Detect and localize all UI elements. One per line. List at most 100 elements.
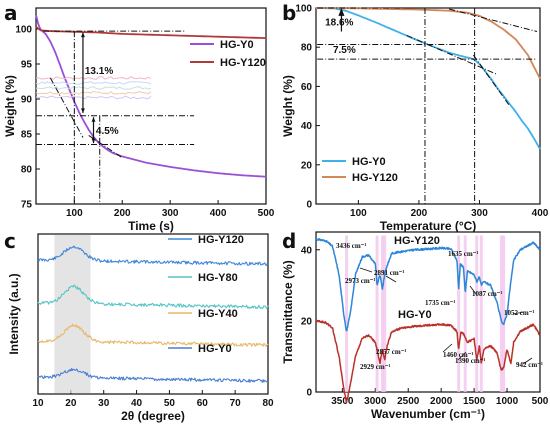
legend-hg-y120-label: HG-Y120 — [220, 57, 266, 69]
x-tick-label: 400 — [532, 208, 549, 219]
y-tick-label: 90 — [21, 95, 33, 106]
plot-frame — [37, 233, 269, 395]
y-tick-label: 100 — [15, 25, 32, 36]
x-tick-label: 60 — [197, 398, 209, 409]
x-tick-label: 200 — [114, 208, 131, 219]
series-line-hg-y40 — [37, 323, 269, 347]
y-tick-label: 0 — [306, 388, 312, 399]
peak-label: 3436 cm⁻¹ — [336, 242, 366, 250]
series-label-hg-y0: HG-Y0 — [198, 343, 232, 355]
arrow-down-head — [91, 138, 96, 144]
peak-label: 2857 cm⁻¹ — [376, 348, 406, 356]
series-line-hg-y120 — [315, 238, 541, 332]
background-trace — [35, 81, 152, 85]
chart-panel-d: 3500 3000 2500 2000 1500 1000 500 0 20 40 Wavenumb… — [281, 231, 549, 421]
plot-frame — [35, 7, 267, 205]
series-line-hg-y0 — [316, 7, 541, 150]
series-label-hg-y120: HG-Y120 — [394, 235, 440, 247]
arrow-up-head — [81, 32, 85, 38]
x-tick-label: 3000 — [364, 396, 387, 407]
x-tick-label: 100 — [350, 208, 367, 219]
peak-marker-band — [383, 235, 387, 392]
x-tick-label: 50 — [164, 398, 176, 409]
chart-panel-c: 10 20 30 40 50 60 70 80 2θ (degree) Intensity (a.… — [7, 233, 274, 423]
arrow-head — [338, 8, 345, 16]
panel-letter-d: d — [282, 229, 296, 253]
series-line-hg-y120 — [35, 26, 266, 39]
peak-label: 1735 cm⁻¹ — [425, 299, 455, 307]
x-tick-label: 1000 — [496, 396, 519, 407]
annotation-13-1: 13.1% — [85, 66, 113, 77]
peak-label: 1635 cm⁻¹ — [448, 250, 478, 258]
x-axis-title: Temperature (°C) — [380, 219, 477, 233]
y-tick-label: 60 — [301, 82, 313, 93]
peak-marker-band — [375, 235, 379, 392]
peak-marker-band — [345, 235, 349, 392]
annotation-7-5: 7.5% — [333, 45, 356, 56]
plot-frame — [315, 231, 541, 393]
x-axis-title: Wavenumber (cm⁻¹) — [371, 407, 485, 421]
chart-panel-a: 100 200 300 400 500 75 80 85 90 95 100 Time (s) Weig… — [3, 7, 275, 233]
annotation-4-5: 4.5% — [96, 126, 119, 137]
tangent-line — [49, 77, 84, 138]
arrow-down-head — [81, 108, 85, 113]
peak-marker-band — [457, 235, 461, 392]
peak-label: 1390 cm⁻¹ — [455, 357, 485, 365]
x-tick-label: 10 — [32, 398, 44, 409]
tangent-line — [449, 8, 538, 33]
background-trace — [35, 95, 152, 100]
x-tick-label: 2000 — [430, 396, 453, 407]
annotation-18-6: 18.6% — [325, 18, 353, 29]
y-tick-label: 20 — [301, 160, 313, 171]
peak-marker-band — [479, 235, 483, 392]
y-tick-label: 80 — [301, 43, 313, 54]
legend-hg-y0-label: HG-Y0 — [220, 39, 254, 51]
panel-letter-c: c — [4, 229, 16, 253]
x-tick-label: 30 — [98, 398, 110, 409]
peak-label: 2891 cm⁻¹ — [374, 269, 404, 277]
panel-letter-b: b — [282, 1, 296, 25]
chart-panel-b: 100 200 300 400 0 20 40 60 80 100 Temperature (°C)… — [281, 4, 549, 234]
tangent-line — [472, 54, 511, 107]
y-tick-label: 95 — [21, 60, 33, 71]
series-line-hg-y80 — [37, 284, 269, 309]
y-axis-title: Transmittance (%) — [281, 260, 295, 363]
series-label-hg-y80: HG-Y80 — [198, 272, 238, 284]
x-tick-label: 300 — [162, 208, 179, 219]
y-axis-title: Weight (%) — [3, 75, 17, 137]
panel-letter-a: a — [4, 1, 18, 25]
peak-label: 2973 cm⁻¹ — [345, 277, 375, 285]
y-axis-title: Weight (%) — [281, 75, 295, 137]
x-tick-label: 500 — [258, 208, 275, 219]
series-line-hg-y0 — [37, 367, 269, 383]
peak-marker-band — [475, 235, 479, 392]
peak-label: 1460 cm⁻¹ — [443, 351, 473, 359]
x-tick-label: 200 — [411, 208, 428, 219]
peak-label: 1087 cm⁻¹ — [472, 290, 502, 298]
peak-pointer — [359, 267, 373, 273]
peak-marker-band — [502, 235, 506, 392]
legend-hg-y120-label: HG-Y120 — [352, 172, 398, 184]
y-tick-label: 0 — [306, 200, 312, 211]
x-tick-label: 300 — [471, 208, 488, 219]
series-label-hg-y40: HG-Y40 — [198, 308, 238, 320]
series-label-hg-y120: HG-Y120 — [198, 234, 244, 246]
y-tick-label: 40 — [301, 245, 313, 256]
x-tick-label: 1500 — [463, 396, 486, 407]
y-axis-title: Intensity (a.u.) — [7, 273, 21, 354]
x-tick-label: 2500 — [397, 396, 420, 407]
peak-pointer — [457, 351, 467, 361]
x-tick-label: 80 — [262, 398, 274, 409]
background-trace — [35, 76, 152, 80]
highlight-band — [54, 235, 91, 393]
background-trace — [35, 91, 152, 95]
y-tick-label: 80 — [21, 165, 33, 176]
plot-frame — [315, 7, 541, 205]
peak-marker-band — [380, 235, 384, 392]
y-tick-label: 40 — [301, 121, 313, 132]
x-tick-label: 400 — [210, 208, 227, 219]
peak-pointer — [512, 311, 525, 315]
legend-hg-y0-label: HG-Y0 — [352, 156, 386, 168]
tangent-line — [88, 134, 123, 159]
